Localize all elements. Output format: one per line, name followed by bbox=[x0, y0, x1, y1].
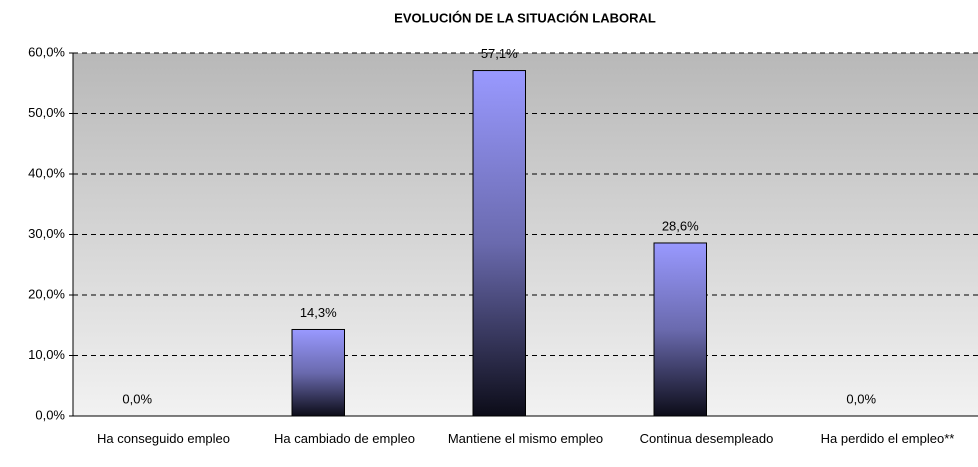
y-tick-label: 30,0% bbox=[28, 226, 65, 241]
y-tick-label: 10,0% bbox=[28, 347, 65, 362]
bar bbox=[291, 328, 346, 417]
data-label: 0,0% bbox=[122, 391, 152, 406]
x-tick-label: Ha cambiado de empleo bbox=[274, 431, 415, 446]
data-label: 28,6% bbox=[662, 218, 699, 233]
y-tick-label: 20,0% bbox=[28, 286, 65, 301]
x-tick-label: Mantiene el mismo empleo bbox=[447, 431, 604, 446]
data-label: 57,1% bbox=[481, 46, 518, 61]
x-tick-label: Continua desempleado bbox=[639, 431, 774, 446]
x-tick-label: Ha perdido el empleo** bbox=[820, 431, 955, 446]
y-tick-label: 40,0% bbox=[28, 165, 65, 180]
bar bbox=[653, 242, 708, 417]
bar bbox=[472, 70, 527, 417]
y-tick-label: 60,0% bbox=[28, 44, 65, 59]
y-tick-label: 50,0% bbox=[28, 105, 65, 120]
chart-title: EVOLUCIÓN DE LA SITUACIÓN LABORAL bbox=[394, 10, 656, 25]
data-label: 0,0% bbox=[846, 391, 876, 406]
y-tick-label: 0,0% bbox=[35, 407, 65, 422]
data-label: 14,3% bbox=[300, 305, 337, 320]
x-tick-label: Ha conseguido empleo bbox=[97, 431, 230, 446]
